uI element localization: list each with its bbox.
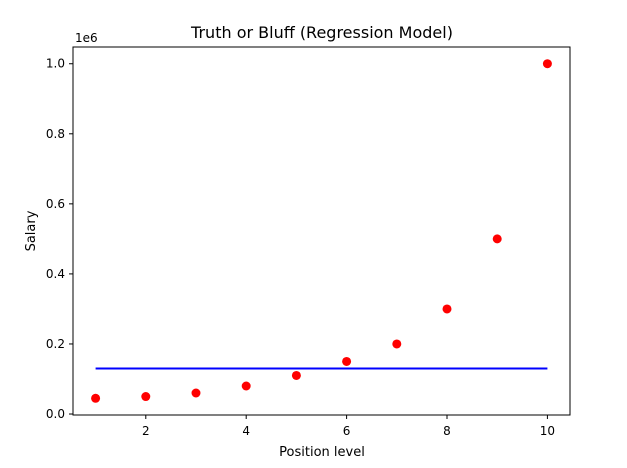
y-axis-label: Salary <box>24 210 39 251</box>
x-axis-label: Position level <box>279 445 365 460</box>
x-axis: 2 4 6 8 10 <box>142 415 555 438</box>
data-point <box>342 356 352 366</box>
data-point <box>191 388 201 398</box>
chart-title: Truth or Bluff (Regression Model) <box>190 23 453 42</box>
data-point <box>492 234 502 244</box>
x-tick-label: 4 <box>242 424 250 438</box>
y-tick-label: 0.8 <box>46 127 65 141</box>
x-tick-label: 10 <box>540 424 555 438</box>
x-tick-label: 8 <box>443 424 451 438</box>
y-tick-label: 0.6 <box>46 197 65 211</box>
x-tick-label: 2 <box>142 424 150 438</box>
y-tick-label: 0.2 <box>46 337 65 351</box>
x-tick-label: 6 <box>343 424 351 438</box>
data-point <box>241 381 251 391</box>
y-tick-label: 1.0 <box>46 57 65 71</box>
data-point <box>141 392 151 402</box>
plot-area <box>91 59 552 403</box>
data-point <box>392 339 402 349</box>
y-axis: 0.0 0.2 0.4 0.6 0.8 1.0 <box>46 57 73 421</box>
y-tick-label: 0.4 <box>46 267 65 281</box>
y-tick-label: 0.0 <box>46 407 65 421</box>
y-offset-label: 1e6 <box>75 31 98 45</box>
plot-frame <box>72 46 571 416</box>
data-point <box>291 370 301 380</box>
data-point <box>91 393 101 403</box>
data-point <box>542 59 552 69</box>
data-point <box>442 304 452 314</box>
